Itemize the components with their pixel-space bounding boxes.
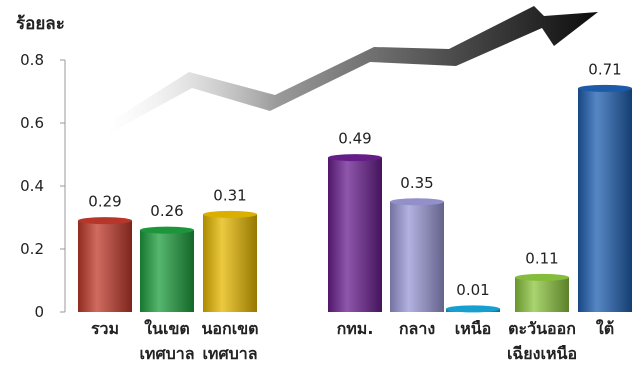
- bar-top: [328, 154, 382, 162]
- bar-body: [578, 88, 632, 312]
- y-tick-label: 0.2: [20, 240, 44, 258]
- bar-5: [446, 305, 500, 313]
- bar-0: [78, 217, 132, 312]
- bar-body: [328, 157, 382, 312]
- x-tick-label: เทศบาล: [139, 344, 194, 363]
- bar-4: [390, 198, 444, 312]
- bar-top: [446, 305, 500, 313]
- bar-3: [328, 154, 382, 312]
- y-tick-label: 0.6: [20, 114, 44, 132]
- bar-top: [140, 226, 194, 234]
- bar-1: [140, 226, 194, 312]
- bar-top: [515, 273, 569, 281]
- bar-body: [140, 230, 194, 312]
- data-label: 0.29: [88, 193, 121, 211]
- x-tick-label: รวม: [91, 319, 119, 338]
- data-label: 0.71: [588, 60, 621, 78]
- bar-top: [578, 84, 632, 92]
- x-tick-label: ในเขต: [144, 319, 190, 338]
- bar-body: [203, 214, 257, 312]
- bar-body: [390, 201, 444, 312]
- data-label: 0.26: [150, 202, 183, 220]
- bar-2: [203, 210, 257, 312]
- y-tick-label: 0.4: [20, 177, 44, 195]
- y-tick-label: 0: [34, 303, 44, 321]
- bar-7: [578, 84, 632, 312]
- x-tick-label: ตะวันออก: [508, 319, 576, 338]
- x-tick-label: กทม.: [337, 319, 374, 338]
- bar-top: [390, 198, 444, 206]
- x-tick-label: เทศบาล: [202, 344, 257, 363]
- x-tick-label: เหนือ: [455, 319, 492, 338]
- bar-top: [78, 217, 132, 225]
- data-label: 0.35: [400, 174, 433, 192]
- x-tick-label: เฉียงเหนือ: [507, 344, 577, 363]
- data-label: 0.31: [213, 186, 246, 204]
- bar-6: [515, 273, 569, 312]
- x-tick-label: กลาง: [399, 319, 435, 338]
- x-tick-label: นอกเขต: [201, 319, 258, 338]
- data-label: 0.49: [338, 130, 371, 148]
- data-label: 0.11: [525, 249, 558, 267]
- x-tick-label: ใต้: [596, 319, 614, 338]
- bar-body: [78, 220, 132, 312]
- y-axis-label: ร้อยละ: [16, 14, 65, 34]
- trend-arrow-icon: [104, 6, 598, 136]
- data-label: 0.01: [456, 281, 489, 299]
- y-tick-label: 0.8: [20, 51, 44, 69]
- bar-top: [203, 210, 257, 218]
- bar-body: [515, 277, 569, 312]
